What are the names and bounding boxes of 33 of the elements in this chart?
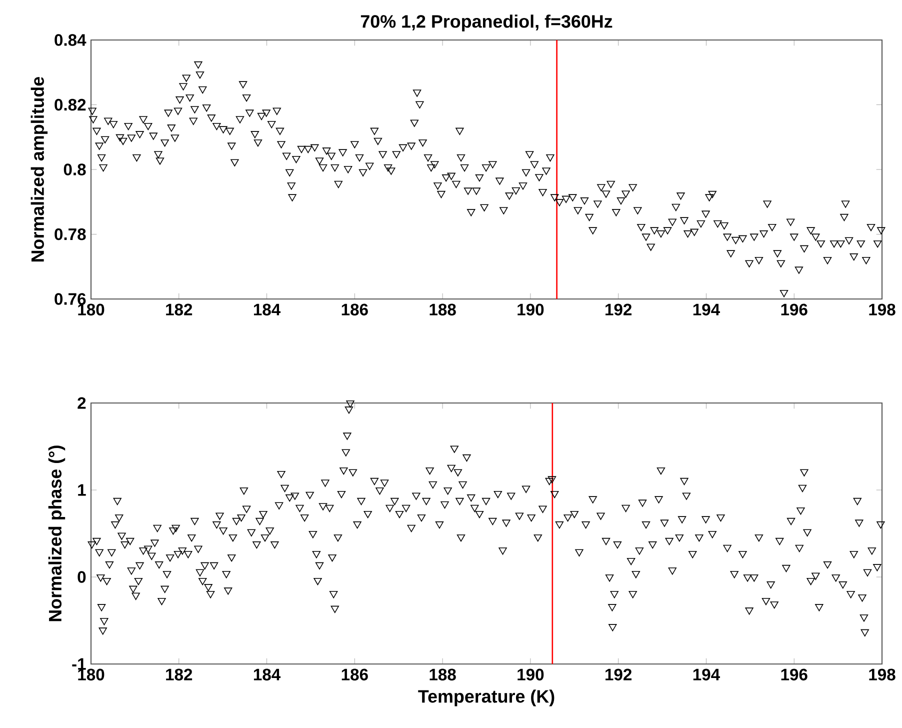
x-tick-label: 182: [166, 304, 192, 316]
y-axis-title: Normalized phase (°): [48, 446, 66, 622]
y-tick-label: 0: [78, 571, 86, 583]
x-tick-label: 198: [869, 304, 896, 316]
y-tick-label: 0.84: [54, 34, 86, 46]
y-tick-label: 2: [78, 397, 86, 409]
x-tick-label: 186: [342, 304, 368, 316]
x-tick-label: 184: [254, 304, 281, 316]
x-tick-label: 196: [781, 668, 808, 680]
y-tick-label: 0.8: [64, 164, 86, 176]
y-tick-label: -1: [72, 658, 86, 670]
x-tick-label: 180: [78, 668, 104, 680]
y-axis-title: Normalized amplitude: [30, 76, 48, 262]
x-tick-label: 190: [518, 668, 544, 680]
y-tick-label: 0.78: [54, 228, 86, 240]
y-tick-label: 0.82: [54, 98, 86, 111]
y-tick-label: 0.76: [54, 293, 86, 305]
x-tick-label: 182: [166, 668, 192, 680]
x-tick-label: 188: [430, 668, 456, 680]
x-tick-label: 198: [869, 668, 896, 680]
chart-title: 70% 1,2 Propanediol, f=360Hz: [360, 14, 612, 32]
x-tick-label: 196: [781, 304, 808, 316]
x-tick-label: 194: [693, 304, 720, 316]
x-tick-label: 194: [693, 668, 720, 680]
x-tick-label: 184: [254, 668, 281, 680]
x-axis-title: Temperature (K): [418, 690, 554, 706]
x-tick-label: 190: [518, 304, 544, 316]
x-tick-label: 180: [78, 304, 104, 316]
x-tick-label: 192: [606, 668, 632, 680]
x-tick-label: 192: [606, 304, 632, 316]
y-tick-label: 1: [78, 484, 86, 496]
x-tick-label: 188: [430, 304, 456, 316]
x-tick-label: 186: [342, 668, 368, 680]
